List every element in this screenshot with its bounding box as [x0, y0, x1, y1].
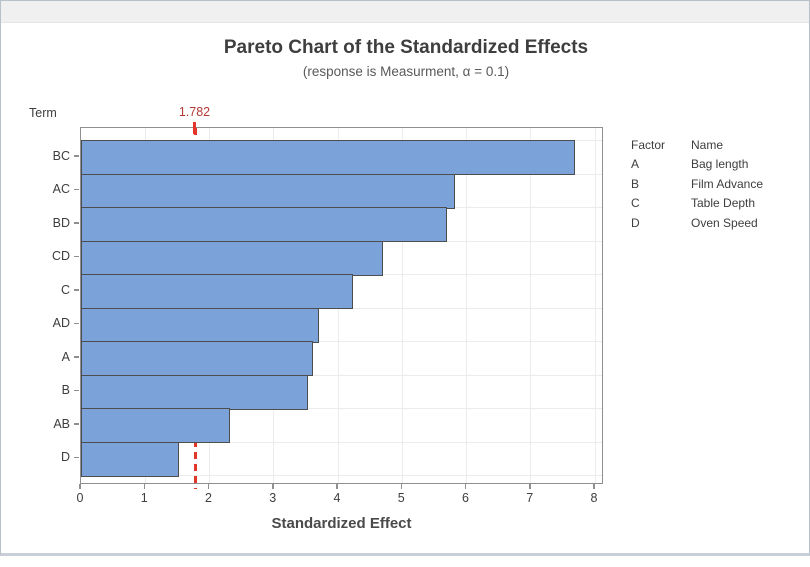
bar-AB[interactable]: [81, 408, 231, 443]
x-tick: [272, 484, 274, 489]
legend-name: Table Depth: [691, 196, 756, 211]
x-tick: [79, 484, 81, 489]
factor-legend: Factor Name A Bag length B Film Advance C Tab…: [631, 136, 763, 233]
x-tick-label-7: 7: [526, 491, 534, 505]
reference-line-top-tick: [192, 122, 196, 134]
y-tick-label-BD: BD: [52, 215, 70, 230]
horizontal-gridline: [81, 341, 602, 342]
legend-header-factor: Factor: [631, 138, 666, 152]
legend-factor: B: [631, 176, 640, 191]
y-tick: [74, 456, 79, 458]
window-titlebar: [1, 1, 809, 23]
x-tick: [143, 484, 145, 489]
x-tick-label-0: 0: [76, 491, 84, 505]
plot-area[interactable]: [80, 127, 603, 489]
y-tick-label-AD: AD: [52, 316, 70, 331]
y-tick-label-CD: CD: [51, 249, 70, 264]
legend-name: Oven Speed: [691, 215, 758, 230]
x-tick-label-3: 3: [269, 491, 277, 505]
horizontal-gridline: [81, 441, 602, 443]
x-tick: [336, 484, 338, 489]
bar-C[interactable]: [81, 274, 353, 309]
y-tick-label-AB: AB: [53, 416, 70, 431]
legend-row: A Bag length: [631, 155, 763, 174]
bar-AD[interactable]: [81, 307, 320, 343]
bar-BD[interactable]: [81, 207, 448, 242]
legend-row: D Oven Speed: [631, 214, 763, 233]
x-axis-title: Standardized Effect: [271, 515, 412, 532]
horizontal-gridline: [81, 374, 602, 376]
y-tick: [74, 423, 79, 425]
y-tick-label-BC: BC: [52, 148, 70, 163]
legend-row: B Film Advance: [631, 175, 763, 194]
legend-name: Film Advance: [691, 176, 764, 191]
y-tick-label-D: D: [60, 450, 70, 465]
y-tick: [74, 255, 79, 257]
x-tick-label-8: 8: [590, 491, 598, 505]
x-tick: [593, 484, 595, 489]
horizontal-gridline: [81, 475, 602, 476]
y-tick: [74, 222, 79, 224]
bar-AC[interactable]: [81, 173, 455, 209]
y-tick-label-C: C: [60, 282, 70, 297]
x-tick-label-6: 6: [462, 491, 469, 505]
y-axis-title: Term: [29, 106, 57, 120]
bar-A[interactable]: [81, 341, 313, 376]
vertical-gridline: [594, 128, 596, 483]
y-tick: [74, 188, 79, 190]
bar-BC[interactable]: [81, 140, 576, 175]
x-tick: [464, 484, 467, 489]
y-tick-label-A: A: [61, 349, 70, 364]
x-tick-label-1: 1: [140, 491, 148, 505]
y-tick: [74, 356, 79, 358]
chart-subtitle: (response is Measurment, α = 0.1): [302, 64, 510, 79]
bar-B[interactable]: [81, 374, 308, 410]
y-tick-label-B: B: [61, 383, 70, 398]
vertical-gridline: [401, 128, 403, 483]
legend-name: Bag length: [691, 157, 749, 172]
bar-CD[interactable]: [81, 240, 383, 276]
legend-row: C Table Depth: [631, 194, 763, 213]
chart-title: Pareto Chart of the Standardized Effects: [223, 37, 589, 58]
y-tick: [74, 155, 79, 157]
x-tick: [400, 484, 402, 489]
legend-header-name: Name: [691, 138, 724, 152]
x-tick: [529, 484, 531, 489]
legend-factor: D: [631, 215, 640, 230]
legend-factor: C: [631, 196, 640, 211]
legend-rows: A Bag length B Film Advance C Table Depth D Ove…: [631, 155, 763, 233]
bar-D[interactable]: [81, 441, 180, 477]
horizontal-gridline: [81, 408, 602, 409]
y-tick: [74, 322, 79, 324]
x-tick: [207, 484, 210, 489]
x-tick-label-2: 2: [205, 491, 212, 505]
legend-factor: A: [631, 157, 640, 172]
y-tick-label-AC: AC: [52, 182, 70, 197]
legend-header: Factor Name: [631, 136, 763, 155]
y-tick: [74, 389, 79, 391]
vertical-gridline: [530, 128, 532, 483]
x-tick-label-4: 4: [333, 491, 341, 505]
vertical-gridline: [466, 128, 467, 483]
reference-line-label: 1.782: [178, 105, 211, 119]
x-tick-label-5: 5: [397, 491, 405, 505]
y-tick: [74, 289, 79, 291]
